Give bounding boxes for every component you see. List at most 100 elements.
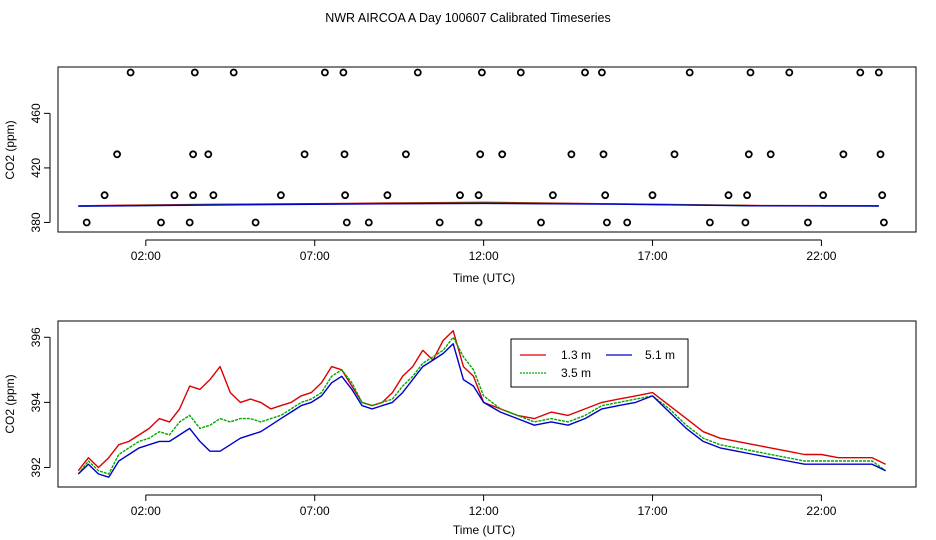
scatter-point [413,68,422,77]
legend: 1.3 m 5.1 m 3.5 m [510,338,689,388]
scatter-point [339,68,348,77]
page-title: NWR AIRCOA A Day 100607 Calibrated Times… [325,11,611,25]
scatter-point [342,218,351,227]
scatter-point [229,68,238,77]
bottom-series-line-5-1-m [77,343,886,478]
scatter-point [581,68,589,77]
scatter-point [874,68,883,77]
scatter-point [189,150,198,159]
scatter-point [706,218,714,227]
scatter-point [340,150,349,159]
scatter-point [839,150,848,159]
scatter-point [300,150,309,159]
scatter-point [601,191,610,200]
scatter-point [383,191,392,200]
bottom-series-line-1-3-m [77,330,886,472]
scatter-point [856,68,865,77]
bottom-y-tick-label: 396 [29,327,43,347]
bottom-y-tick-label: 394 [29,392,43,412]
bottom-y-tick-label: 392 [29,457,43,477]
top-y-axis-label: CO2 (ppm) [3,120,17,179]
legend-label-1-3m: 1.3 m [561,348,591,362]
scatter-point [476,150,485,159]
bottom-x-tick-label: 22:00 [806,504,836,518]
bottom-x-tick-label: 02:00 [131,504,161,518]
bottom-x-tick-label: 07:00 [300,504,330,518]
legend-box [510,338,689,388]
scatter-point [744,150,753,159]
bottom-plot-frame [57,320,917,488]
scatter-point [100,191,109,200]
scatter-point [341,191,350,200]
scatter-point [603,218,611,227]
bottom-series-line-3-5-m [77,336,887,475]
top-x-tick-label: 22:00 [806,249,836,263]
top-y-tick-label: 420 [29,158,43,178]
scatter-point [320,68,329,77]
scatter-point [189,191,198,200]
bottom-x-tick-label: 17:00 [638,504,668,518]
scatter-point [276,191,285,200]
scatter-point [498,150,507,159]
scatter-point [766,150,775,159]
top-x-axis-label: Time (UTC) [453,271,515,285]
scatter-point [537,218,545,227]
top-y-axis: 380 420 460 [29,103,51,232]
scatter-point [819,191,827,200]
bottom-x-axis: 02:00 07:00 12:00 17:00 22:00 [131,494,837,518]
scatter-point [516,68,525,77]
scatter-point [157,218,165,227]
scatter-point [113,150,121,159]
scatter-point [456,191,464,200]
scatter-point [880,218,888,227]
scatter-point [170,191,179,200]
scatter-point [567,150,576,159]
scatter-point [251,218,260,227]
scatter-point [185,218,194,227]
legend-label-3-5m: 3.5 m [561,366,591,380]
top-x-tick-label: 07:00 [300,249,330,263]
scatter-point [743,191,751,200]
scatter-point [746,68,755,77]
top-x-axis: 02:00 07:00 12:00 17:00 22:00 [131,239,837,263]
scatter-point [477,68,486,77]
scatter-point [190,68,199,77]
scatter-point [599,150,608,159]
scatter-point [549,191,557,200]
scatter-point [126,68,135,77]
scatter-point [82,218,91,227]
scatter-point [364,218,373,227]
scatter-point [670,150,679,159]
scatter-point [878,191,887,200]
scatter-point [474,218,483,227]
top-plot-frame [57,66,917,233]
scatter-point [598,68,606,77]
top-x-tick-label: 02:00 [131,249,161,263]
top-series-lines [78,201,879,207]
scatter-point [204,150,213,159]
scatter-point [685,68,694,77]
scatter-point [474,191,483,200]
scatter-point [804,218,812,227]
scatter-point [401,150,410,159]
top-x-tick-label: 12:00 [469,249,499,263]
scatter-point [741,218,750,227]
scatter-point [623,218,632,227]
scatter-point [724,191,733,200]
top-y-tick-label: 380 [29,212,43,232]
scatter-point [648,191,657,200]
top-panel: 380 420 460 02:00 07:00 12:00 17:00 22:00 Time… [3,66,917,285]
scatter-point [876,150,885,159]
bottom-series-lines [77,330,887,478]
top-series-line-5-1-m [78,202,879,207]
top-scatter-points [82,68,888,227]
bottom-x-tick-label: 12:00 [469,504,499,518]
scatter-point [209,191,218,200]
bottom-panel: 392 394 396 02:00 07:00 12:00 17:00 22:00 Time… [3,320,917,537]
top-y-tick-label: 460 [29,103,43,123]
scatter-point [435,218,444,227]
legend-label-5-1m: 5.1 m [645,348,675,362]
scatter-point [785,68,794,77]
bottom-y-axis: 392 394 396 [29,327,51,477]
